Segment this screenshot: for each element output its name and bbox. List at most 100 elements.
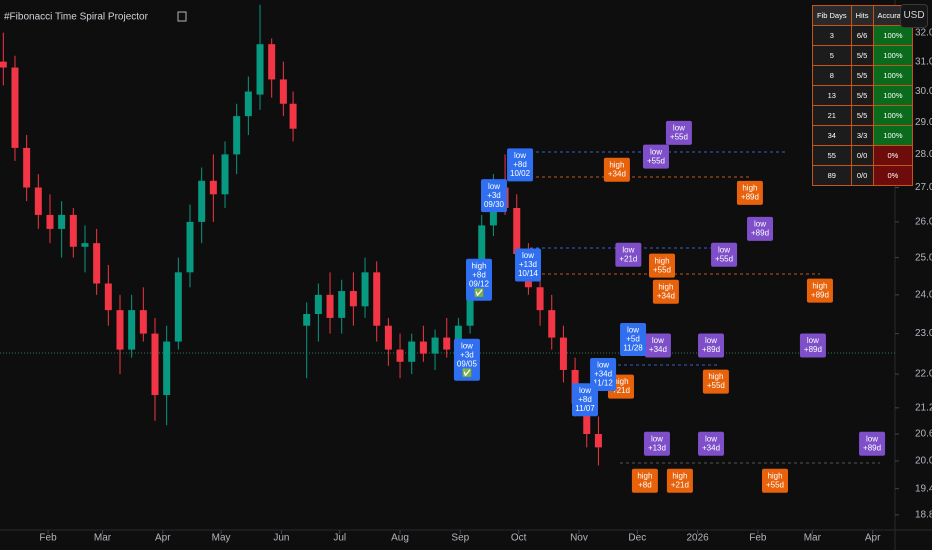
candle-body [431, 337, 439, 354]
projection-label: low+55d [642, 144, 669, 169]
table-row: 3 6/6 100% [812, 25, 914, 46]
projection-text: +34d [594, 370, 612, 379]
table-cell: 100% [872, 125, 914, 146]
projection-text: +13d [648, 443, 666, 452]
table-cell: 5/5 [850, 45, 874, 66]
projection-text: low [488, 182, 500, 191]
projection-text: high [767, 471, 782, 480]
projection-text: +3d [460, 350, 474, 359]
projection-text: +21d [619, 254, 637, 263]
table-cell: 0% [872, 145, 914, 166]
table-cell: 3 [812, 25, 852, 46]
candle-body [454, 325, 462, 350]
candle-body [289, 103, 297, 129]
x-tick-label: Mar [94, 533, 112, 544]
table-cell: 100% [872, 85, 914, 106]
projection-text: +34d [608, 169, 626, 178]
projection-text: high [471, 261, 486, 270]
candle-body [396, 349, 404, 362]
projection-box [571, 383, 598, 417]
x-tick-label: Feb [749, 533, 767, 544]
projection-text: +89d [702, 345, 720, 354]
candle-body [361, 272, 369, 307]
projection-text: +13d [519, 260, 537, 269]
projection-label: high+89d [736, 180, 763, 205]
projection-label: high+21d [666, 468, 693, 493]
projection-text: +55d [707, 381, 725, 390]
projection-box [698, 431, 725, 456]
table-cell: 5 [812, 45, 852, 66]
x-tick-label: Sep [451, 533, 469, 544]
projection-box [620, 323, 647, 357]
x-tick-label: Oct [511, 533, 527, 544]
candle-body [186, 221, 194, 273]
projection-text: +89d [804, 345, 822, 354]
projection-text: low [627, 326, 639, 335]
y-tick-label: 23.00 [915, 328, 932, 339]
candle-body [139, 310, 147, 334]
projection-box [799, 333, 826, 358]
candle-body [209, 180, 217, 195]
candle-body [559, 337, 567, 370]
candle-body [69, 214, 77, 247]
projection-text: 10/14 [518, 269, 539, 278]
y-tick-label: 18.85 [915, 510, 932, 521]
candle-body [151, 333, 159, 396]
candle-body [233, 116, 241, 155]
projection-text: low [807, 336, 819, 345]
table-row: 5 5/5 100% [812, 45, 914, 66]
projection-box [762, 468, 789, 493]
projection-box [711, 242, 738, 267]
projection-text: +89d [811, 290, 829, 299]
projection-text: high [654, 256, 669, 265]
projection-label: high+55d [762, 468, 789, 493]
projection-box [665, 120, 692, 145]
table-cell: 21 [812, 105, 852, 126]
projection-text: +8d [513, 160, 527, 169]
projection-box [642, 144, 669, 169]
projection-text: +34d [657, 291, 675, 300]
table-cell: 100% [872, 25, 914, 46]
projection-text: low [622, 245, 634, 254]
projection-text: low [705, 336, 717, 345]
projection-text: +8d [472, 270, 486, 279]
y-tick-label: 22.00 [915, 369, 932, 380]
projection-text: high [658, 282, 673, 291]
x-tick-label: Mar [804, 533, 822, 544]
projection-text: +55d [647, 156, 665, 165]
fib-table: Fib Days Hits Accuracy 3 6/6 100% 5 5/5 100% 8 5/5… [812, 5, 914, 186]
projection-text: high [812, 281, 827, 290]
projection-text: low [522, 251, 534, 260]
projection-text: +55d [670, 132, 688, 141]
projection-label: high+55d [702, 369, 729, 394]
projection-box [515, 248, 542, 282]
candle-body [11, 67, 19, 148]
projection-label: high+8d [631, 468, 658, 493]
y-tick-label: 29.00 [915, 117, 932, 128]
title-icon [177, 11, 187, 22]
y-tick-label: 21.20 [915, 402, 932, 413]
currency-button[interactable]: USD [900, 4, 928, 28]
axes: 32.00 31.00 30.00 29.00 28.00 27.00 26.00 25.00… [39, 27, 932, 543]
projection-text: low [514, 151, 526, 160]
projection-box [603, 157, 630, 182]
y-tick-label: 24.00 [915, 289, 932, 300]
projection-text: high [708, 372, 723, 381]
header-cell: Hits [850, 5, 874, 26]
candle-body [338, 291, 346, 318]
projection-text: high [613, 377, 628, 386]
table-cell: 100% [872, 105, 914, 126]
projection-label: low+89d [698, 333, 725, 358]
candle-body [513, 207, 521, 254]
candle-body [279, 79, 287, 104]
y-tick-label: 31.00 [915, 56, 932, 67]
x-tick-label: Apr [155, 533, 171, 544]
y-tick-label: 20.00 [915, 456, 932, 467]
